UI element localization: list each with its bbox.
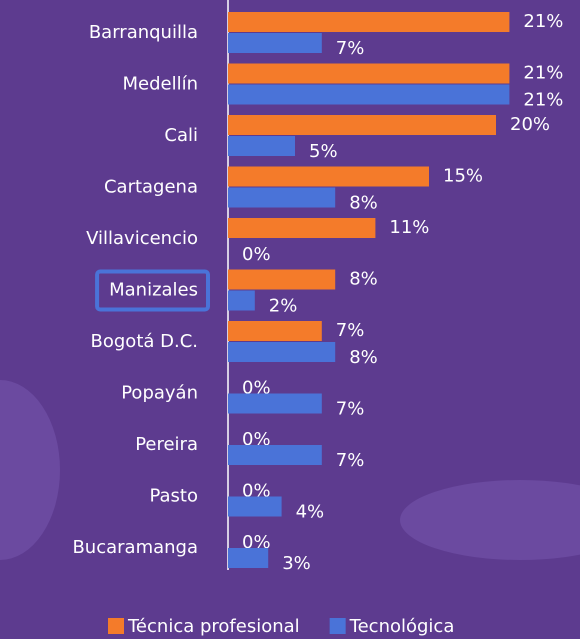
value-label: 21% — [523, 63, 563, 84]
category-label: Bogotá D.C. — [91, 331, 198, 352]
bar — [228, 497, 282, 517]
bar — [228, 167, 429, 187]
bar — [228, 445, 322, 465]
category-label: Pereira — [135, 434, 198, 455]
category-label: Pasto — [149, 486, 198, 507]
value-label: 8% — [349, 193, 378, 214]
value-label: 4% — [296, 502, 325, 523]
value-label: 7% — [336, 320, 365, 341]
value-label: 21% — [523, 90, 563, 111]
bar — [228, 270, 335, 290]
value-label: 15% — [443, 166, 483, 187]
legend-swatch — [108, 618, 124, 634]
category-label: Bucaramanga — [72, 537, 198, 558]
bar — [228, 394, 322, 414]
value-label: 8% — [349, 347, 378, 368]
category-label: Barranquilla — [89, 22, 198, 43]
value-label: 5% — [309, 141, 338, 162]
bar — [228, 188, 335, 208]
value-label: 0% — [242, 244, 271, 265]
value-label: 7% — [336, 450, 365, 471]
bar — [228, 136, 295, 156]
bar — [228, 291, 255, 311]
bar — [228, 218, 375, 238]
legend-label: Tecnológica — [349, 616, 455, 637]
value-label: 11% — [389, 217, 429, 238]
chart: Barranquilla 21% 7% Medellín 21% 21% Cali 20% 5%… — [0, 0, 580, 639]
bar — [228, 85, 509, 105]
value-label: 3% — [282, 553, 311, 574]
bar — [228, 33, 322, 53]
value-label: 20% — [510, 114, 550, 135]
category-label: Villavicencio — [86, 228, 198, 249]
category-label: Manizales — [109, 280, 198, 301]
bar — [228, 342, 335, 362]
legend-swatch — [330, 618, 346, 634]
value-label: 7% — [336, 399, 365, 420]
value-label: 8% — [349, 269, 378, 290]
bar — [228, 115, 496, 135]
bar — [228, 12, 509, 32]
value-label: 2% — [269, 296, 298, 317]
value-label: 21% — [523, 11, 563, 32]
bar — [228, 548, 268, 568]
bar — [228, 321, 322, 341]
category-label: Cali — [164, 125, 198, 146]
value-label: 7% — [336, 38, 365, 59]
category-label: Cartagena — [104, 177, 198, 198]
legend-label: Técnica profesional — [127, 616, 300, 637]
category-label: Popayán — [121, 383, 198, 404]
bar — [228, 64, 509, 84]
category-label: Medellín — [122, 74, 198, 95]
